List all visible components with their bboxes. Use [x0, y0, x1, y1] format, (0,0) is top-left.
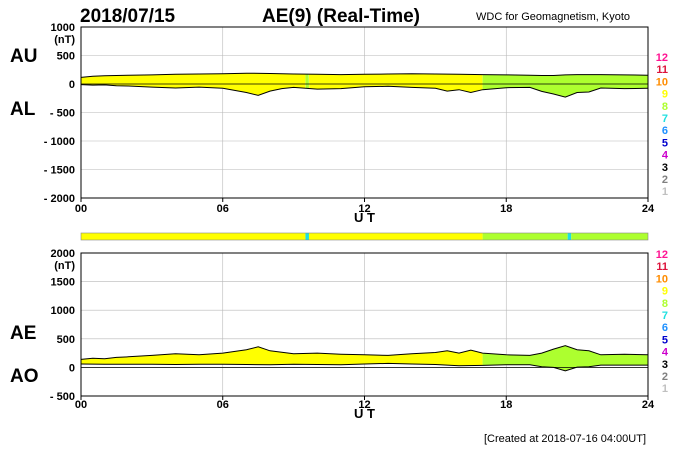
unit-label: (nT)	[54, 34, 75, 46]
legend-level-2: 2	[662, 371, 668, 383]
legend-level-1: 1	[662, 186, 668, 198]
legend-level-11: 11	[656, 261, 668, 273]
activity-color-bar	[80, 232, 649, 241]
x-tick-label: 00	[75, 203, 87, 215]
y-tick-label: - 1000	[44, 136, 75, 148]
x-tick-label: 06	[217, 399, 229, 411]
y-tick-label: 1500	[51, 277, 75, 289]
legend-level-11: 11	[656, 64, 668, 76]
index-title: AE(9) (Real-Time)	[262, 6, 420, 27]
legend-level-9: 9	[662, 286, 668, 298]
legend-level-5: 5	[662, 334, 668, 346]
legend-level-2: 2	[662, 174, 668, 186]
activity-area-segment	[482, 74, 648, 98]
activity-area-segment	[305, 74, 309, 89]
legend-level-9: 9	[662, 89, 668, 101]
source-label: WDC for Geomagnetism, Kyoto	[476, 11, 630, 23]
x-tick-label: 12	[358, 203, 370, 215]
created-timestamp: [Created at 2018-07-16 04:00UT]	[484, 433, 646, 445]
unit-label: (nT)	[54, 260, 75, 272]
activity-bar-segment	[308, 233, 483, 240]
x-tick-label: 18	[500, 203, 512, 215]
activity-bar-segment	[482, 233, 568, 240]
legend-level-4: 4	[662, 150, 669, 162]
legend-level-7: 7	[662, 113, 668, 125]
x-tick-label: 00	[75, 399, 87, 411]
legend-level-10: 10	[656, 273, 668, 285]
legend-level-3: 3	[662, 359, 668, 371]
activity-bar-segment	[81, 233, 306, 240]
legend-level-12: 12	[656, 249, 668, 261]
y-tick-label: 1000	[51, 305, 75, 317]
y-tick-label: 0	[69, 79, 75, 91]
y-tick-label: 500	[57, 334, 75, 346]
y-tick-label: - 500	[50, 391, 75, 403]
y-tick-label: - 500	[50, 108, 75, 120]
y-tick-label: - 2000	[44, 193, 75, 205]
date-title: 2018/07/15	[80, 6, 176, 27]
legend-level-1: 1	[662, 383, 668, 395]
x-tick-label: 06	[217, 203, 229, 215]
side-label: AL	[10, 99, 36, 120]
y-tick-label: 2000	[51, 248, 75, 260]
legend-level-8: 8	[662, 101, 668, 113]
side-label: AE	[10, 323, 36, 344]
side-label: AO	[10, 366, 39, 387]
legend-level-6: 6	[662, 125, 668, 137]
legend-level-7: 7	[662, 310, 668, 322]
x-axis-label: U T	[354, 210, 375, 225]
y-tick-label: 1000	[51, 22, 75, 34]
legend-level-8: 8	[662, 298, 668, 310]
upper-series-line	[80, 345, 649, 360]
legend-level-6: 6	[662, 322, 668, 334]
x-tick-label: 24	[642, 203, 655, 215]
au-al-panel: 1000 500 0 - 500 - 1000 - 1500 - 2000 (nT) 00 06 1…	[10, 22, 669, 225]
activity-bar-frame	[80, 232, 649, 241]
y-tick-label: 0	[69, 362, 75, 374]
lower-series-line	[80, 362, 648, 372]
legend-level-3: 3	[662, 162, 668, 174]
legend-level-10: 10	[656, 76, 668, 88]
activity-area-segment	[309, 73, 483, 93]
legend-level-4: 4	[662, 347, 669, 359]
legend-level-12: 12	[656, 52, 668, 64]
upper-series-line	[80, 72, 649, 78]
x-tick-label: 24	[642, 399, 655, 411]
side-label: AU	[10, 46, 37, 67]
x-axis-label: U T	[354, 406, 375, 421]
lower-series-line	[80, 84, 649, 98]
legend-level-5: 5	[662, 137, 668, 149]
y-tick-label: 500	[57, 51, 75, 63]
activity-bar-segment	[305, 233, 309, 240]
x-tick-label: 18	[500, 399, 512, 411]
activity-area-segment	[81, 346, 483, 366]
x-tick-label: 12	[358, 399, 370, 411]
activity-bar-segment	[567, 233, 572, 240]
y-tick-label: - 1500	[44, 165, 75, 177]
activity-bar-segment	[571, 233, 648, 240]
